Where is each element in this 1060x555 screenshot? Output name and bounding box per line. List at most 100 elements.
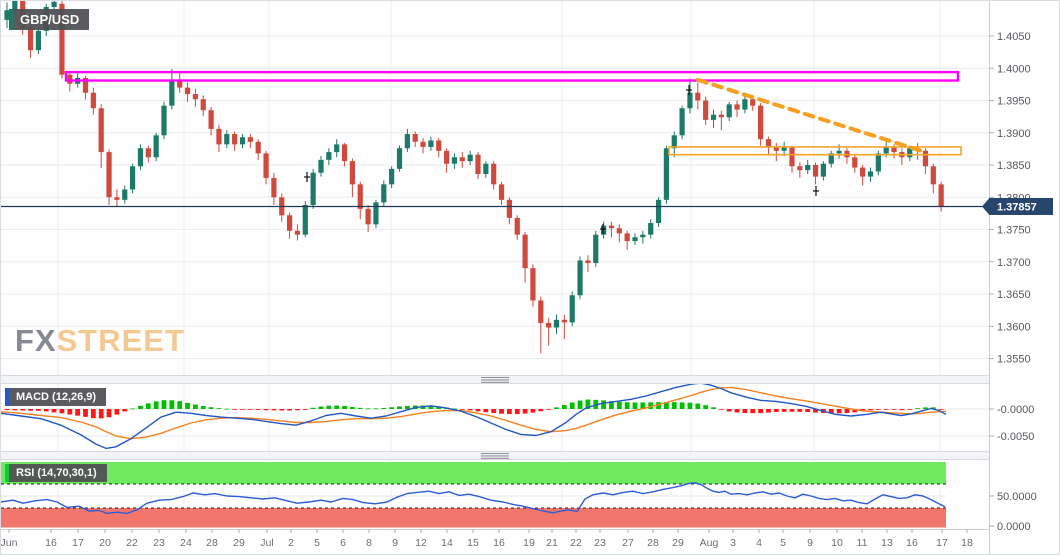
candle-down [750, 99, 756, 106]
candle-up [4, 10, 10, 20]
candle-up [451, 157, 458, 164]
time-axis[interactable]: Jun 16 17 20 22 23 24 28 29 Jul 2 5 6 8 9 12 14 15 16 19 21 2… [1, 529, 989, 555]
date-tick-label: 24 [180, 537, 192, 549]
price-pane-content[interactable] [1, 1, 989, 359]
candle-up [883, 146, 889, 154]
descending-trendline[interactable] [696, 77, 923, 153]
histogram-bar-down [868, 409, 873, 411]
histogram-bar-down [12, 409, 18, 411]
date-tick-label: 19 [523, 537, 535, 549]
candle-down [412, 134, 418, 142]
candle-down [522, 234, 528, 269]
rsi-pane-content[interactable] [1, 462, 946, 528]
symbol-legend-badge[interactable]: GBP/USD [9, 9, 90, 30]
macd-histogram [4, 399, 944, 419]
candle-down [255, 141, 261, 154]
histogram-bar-down [742, 409, 748, 414]
drawing-anchor-marker[interactable] [304, 172, 310, 182]
histogram-bar-down [20, 409, 26, 411]
time-axis-background [1, 529, 989, 554]
histogram-bar-up [185, 402, 190, 409]
symbol-color-stripe [9, 9, 13, 30]
histogram-bar-down [491, 409, 497, 414]
candle-down [82, 77, 89, 93]
macd-legend-badge[interactable]: MACD (12,26,9) [5, 388, 107, 406]
histogram-bar-up [193, 404, 198, 409]
histogram-bar-down [852, 409, 858, 413]
drawing-anchor-marker[interactable] [600, 224, 606, 234]
date-tick-label: 23 [594, 537, 606, 549]
candle-down [530, 268, 536, 301]
histogram-bar-up [326, 405, 332, 409]
price-pane-background [1, 1, 989, 375]
fxstreet-watermark-street: STREET [56, 323, 185, 358]
supply-zone-box[interactable] [668, 146, 962, 156]
price-tick-label: 1.3900 [997, 128, 1031, 140]
candle-up [396, 148, 403, 169]
pane-separator[interactable] [1, 375, 989, 384]
date-tick-label: 22 [126, 537, 138, 549]
macd-pane-content[interactable] [1, 383, 989, 450]
candle-up [389, 168, 395, 185]
histogram-bar-down [907, 409, 913, 410]
histogram-bar-down [36, 409, 41, 411]
candle-up [828, 153, 834, 164]
date-tick-label: 21 [546, 537, 558, 549]
price-tick-label: 1.4000 [997, 63, 1031, 75]
candle-down [349, 161, 355, 185]
candle-down [812, 165, 819, 177]
rsi-legend-badge[interactable]: RSI (14,70,30,1) [5, 464, 107, 482]
date-tick-label: 16 [493, 537, 505, 549]
candle-up [326, 152, 332, 160]
histogram-bar-up [664, 402, 669, 409]
histogram-bar-down [475, 409, 481, 412]
drawing-anchor-marker[interactable] [813, 186, 819, 196]
candle-down [773, 146, 779, 151]
candle-down [789, 146, 795, 167]
histogram-bar-up [703, 405, 709, 409]
candle-up [640, 234, 646, 238]
resistance-zone-box[interactable] [64, 70, 960, 82]
candle-up [428, 140, 434, 147]
price-tag-box [989, 197, 1053, 215]
macd-label: MACD (12,26,9) [16, 391, 97, 403]
histogram-bar-down [750, 409, 756, 414]
candle-down [734, 104, 740, 110]
candle-down [294, 230, 301, 235]
histogram-bar-up [577, 400, 583, 409]
rsi-tick-label: 50.0000 [997, 491, 1037, 503]
candle-down [703, 100, 709, 120]
histogram-bar-up [640, 402, 646, 409]
date-tick-label: Aug [700, 537, 719, 549]
candle-up [553, 319, 560, 328]
histogram-bar-up [632, 402, 638, 409]
drawing-anchor-marker[interactable] [686, 85, 692, 95]
candle-up [302, 204, 308, 235]
histogram-bar-down [538, 409, 544, 412]
histogram-bar-down [938, 409, 944, 410]
date-tick-label: 15 [467, 537, 479, 549]
histogram-bar-down [28, 409, 33, 411]
price-tag-value: 1.37857 [997, 201, 1037, 213]
candle-down [930, 166, 936, 185]
candle-up [35, 30, 41, 51]
candle-up [483, 163, 489, 175]
candle-down [145, 148, 151, 158]
pane-separator[interactable] [1, 451, 989, 460]
histogram-bar-down [789, 409, 795, 412]
histogram-bar-up [923, 407, 928, 409]
histogram-bar-up [153, 401, 159, 409]
price-tick-label: 1.3600 [997, 321, 1031, 333]
histogram-bar-down [67, 409, 73, 415]
date-tick-label: 5 [314, 537, 320, 549]
histogram-bar-down [718, 409, 724, 410]
histogram-bar-up [915, 408, 920, 410]
histogram-bar-down [530, 409, 536, 413]
candle-down [98, 108, 104, 153]
candle-up [867, 171, 874, 177]
candle-down [491, 163, 497, 185]
right-price-axis[interactable]: 1.40501.40001.39501.39001.38501.38001.37… [989, 1, 1060, 555]
histogram-bar-up [671, 402, 677, 409]
